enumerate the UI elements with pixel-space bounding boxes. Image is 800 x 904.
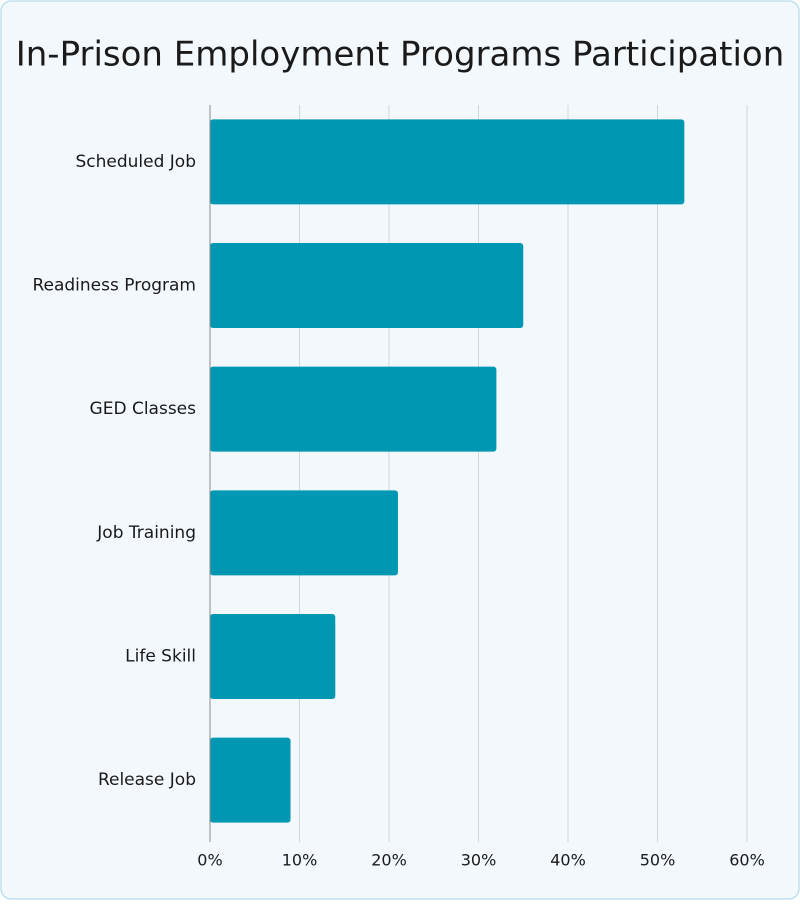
y-tick-label: Release Job: [98, 770, 196, 790]
y-tick-label: Life Skill: [125, 647, 196, 667]
x-tick-label: 10%: [282, 851, 318, 870]
y-tick-label: Scheduled Job: [75, 152, 196, 172]
bar: [210, 119, 685, 205]
bar: [210, 490, 398, 576]
bar: [210, 737, 291, 823]
x-tick-label: 20%: [371, 851, 407, 870]
chart-title: In-Prison Employment Programs Participat…: [16, 35, 785, 75]
x-tick-label: 50%: [640, 851, 676, 870]
y-tick-label: Job Training: [96, 523, 196, 543]
y-tick-label: GED Classes: [90, 399, 197, 419]
x-tick-label: 30%: [461, 851, 497, 870]
x-tick-label: 40%: [550, 851, 586, 870]
bar: [210, 614, 336, 699]
bar: [210, 366, 497, 452]
x-tick-label: 60%: [729, 851, 765, 870]
bar: [210, 243, 524, 328]
y-tick-label: Readiness Program: [32, 276, 196, 296]
x-tick-label: 0%: [197, 851, 222, 870]
